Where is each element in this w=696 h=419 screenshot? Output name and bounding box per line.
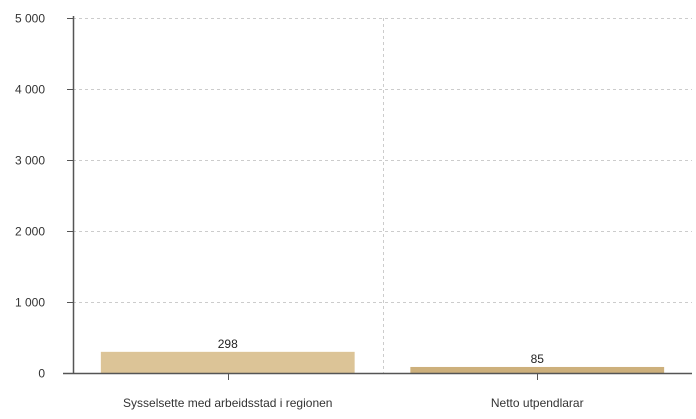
y-tick-label: 2 000 [15, 225, 45, 239]
y-axis: 0 1 000 2 000 3 000 4 000 5 000 [15, 12, 75, 381]
y-tick-label: 5 000 [15, 12, 45, 26]
bar-value-label: 298 [218, 337, 238, 351]
grid-lines [73, 18, 692, 373]
bar-value-label: 85 [531, 352, 545, 366]
y-tick-label: 3 000 [15, 154, 45, 168]
x-axis: Sysselsette med arbeidsstad i regionen Ne… [63, 372, 692, 410]
y-tick-label: 1 000 [15, 296, 45, 310]
x-tick-label: Sysselsette med arbeidsstad i regionen [123, 396, 332, 410]
bar [410, 366, 665, 373]
bar [100, 351, 355, 373]
x-tick-label: Netto utpendlarar [491, 396, 584, 410]
bars: 298 85 [100, 337, 665, 373]
y-tick-label: 4 000 [15, 83, 45, 97]
y-tick-label: 0 [38, 367, 45, 381]
